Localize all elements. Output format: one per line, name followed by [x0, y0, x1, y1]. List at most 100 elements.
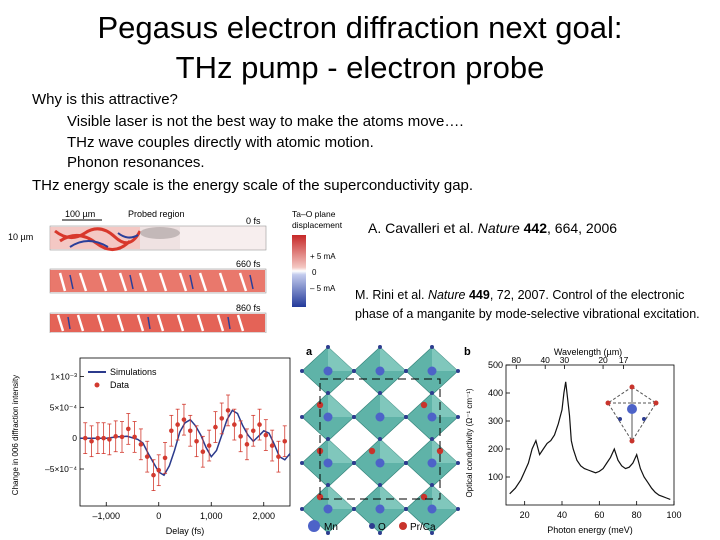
o-atom: [300, 369, 304, 373]
spectrum-y-tick-label: 400: [488, 388, 503, 398]
spectrum-x-tick-label: 80: [632, 510, 642, 520]
colorbar-title-line-2: displacement: [292, 220, 343, 230]
octahedron-face: [380, 439, 406, 463]
displacement-map-figure: 100 µm Probed region 10 µm 0 fs 660 fs 8…: [8, 209, 343, 333]
time-label-660fs: 660 fs: [236, 259, 261, 269]
legend-mn-label: Mn: [324, 522, 338, 533]
colorbar: [292, 235, 306, 307]
o-atom: [352, 415, 356, 419]
data-point: [181, 417, 187, 422]
octahedron-face: [328, 393, 354, 417]
data-point: [138, 442, 144, 447]
octahedron-face: [328, 485, 354, 509]
data-point: [200, 449, 206, 455]
colorbar-tick-minus: – 5 mA: [310, 284, 336, 293]
o-atom: [430, 437, 434, 441]
o-atom: [300, 507, 304, 511]
crystal-structure-figure: a Mn O Pr/Ca: [300, 345, 460, 535]
spectrum-y-tick-label: 200: [488, 444, 503, 454]
data-point: [151, 472, 156, 478]
spectrum-x-tick-label: 20: [520, 510, 530, 520]
o-atom: [404, 461, 408, 465]
o-atom: [378, 483, 382, 487]
scale-10um-label: 10 µm: [8, 232, 33, 242]
citation-1-journal: Nature: [477, 220, 520, 236]
spectrum-inset-octahedron: [605, 384, 659, 444]
mn-atom: [323, 412, 333, 422]
chart-y-tick-label: 0: [72, 433, 77, 443]
citation-2-authors: M. Rini et al.: [355, 288, 428, 302]
chart-series: [80, 394, 291, 491]
time-label-860fs: 860 fs: [236, 303, 261, 313]
data-point: [250, 428, 256, 434]
o-atom: [430, 483, 434, 487]
citation-2-volume: 449: [468, 288, 490, 302]
data-point: [101, 435, 106, 441]
mn-atom: [427, 366, 437, 376]
octahedron-face: [432, 485, 458, 509]
o-atom: [352, 369, 356, 373]
chart-x-tick-label: 2,000: [252, 511, 275, 521]
data-point: [232, 422, 237, 427]
data-point: [113, 434, 118, 439]
strip-3-pattern: [50, 314, 265, 332]
spectrum-top-axis-label: Wavelength (µm): [554, 347, 622, 357]
data-point: [213, 424, 218, 430]
data-point: [225, 408, 231, 413]
chart-x-tick-label: 1,000: [200, 511, 223, 521]
chart-y-axis-label: Change in 006 diffraction intensity: [11, 375, 20, 495]
o-atom: [326, 437, 330, 441]
data-point: [263, 432, 269, 438]
data-point: [95, 435, 101, 441]
o-atom: [326, 483, 330, 487]
prca-atom: [436, 447, 444, 455]
spectrum-ticks: 20 40 60 80 100 100 200 300 400 500 80 40 30 20 17: [488, 355, 682, 520]
legend-o-label: O: [378, 522, 386, 533]
data-point: [175, 422, 180, 427]
mn-atom: [323, 458, 333, 468]
data-point: [156, 467, 162, 473]
octahedron-face: [328, 439, 354, 463]
data-point: [144, 454, 150, 459]
o-atom: [430, 345, 434, 349]
citation-rini: M. Rini et al. Nature 449, 72, 2007. Con…: [355, 286, 700, 324]
spectrum-x-tick-label: 40: [557, 510, 567, 520]
prca-atom: [420, 401, 428, 409]
octahedra-array: [300, 345, 460, 535]
citation-2-rest: , 72, 2007. Control of the electronic ph…: [355, 288, 700, 321]
chart-y-tick-label: 1×10⁻³: [51, 372, 78, 382]
citation-1-authors: A. Cavalleri et al.: [368, 220, 478, 236]
data-point: [187, 428, 193, 434]
legend-data-swatch: [94, 382, 100, 388]
spectrum-plot-area: [505, 364, 675, 506]
prca-atom: [316, 401, 324, 409]
legend-prca-label: Pr/Ca: [410, 522, 436, 533]
data-point: [276, 454, 281, 459]
slide-title-line-2: THz pump - electron probe: [175, 50, 545, 85]
spectrum-top-tick-label: 17: [619, 355, 629, 365]
delay-chart: Change in 006 diffraction intensity –1,0…: [11, 357, 291, 536]
o-atom: [300, 415, 304, 419]
probed-region-label: Probed region: [128, 209, 185, 219]
o-atom: [404, 507, 408, 511]
strip-2-pattern: [50, 270, 265, 292]
spectrum-top-tick-label: 30: [560, 355, 570, 365]
o-atom: [326, 345, 330, 349]
data-point: [132, 434, 137, 440]
data-point: [162, 455, 168, 461]
mn-atom: [427, 504, 437, 514]
octahedron-face: [380, 347, 406, 371]
unit-cell-outline: [319, 378, 441, 500]
spectrum-line-group: [509, 381, 671, 500]
mn-atom: [427, 412, 437, 422]
mn-atom: [375, 504, 385, 514]
mn-atom: [323, 504, 333, 514]
chart-y-tick-label: –5×10⁻⁴: [45, 464, 77, 474]
o-atom: [352, 461, 356, 465]
mn-atom: [427, 458, 437, 468]
data-point: [119, 434, 125, 440]
data-point: [89, 438, 94, 444]
spectrum-top-tick-label: 40: [540, 355, 550, 365]
legend-data-label: Data: [110, 380, 129, 390]
strip-1-pattern: [50, 227, 180, 251]
